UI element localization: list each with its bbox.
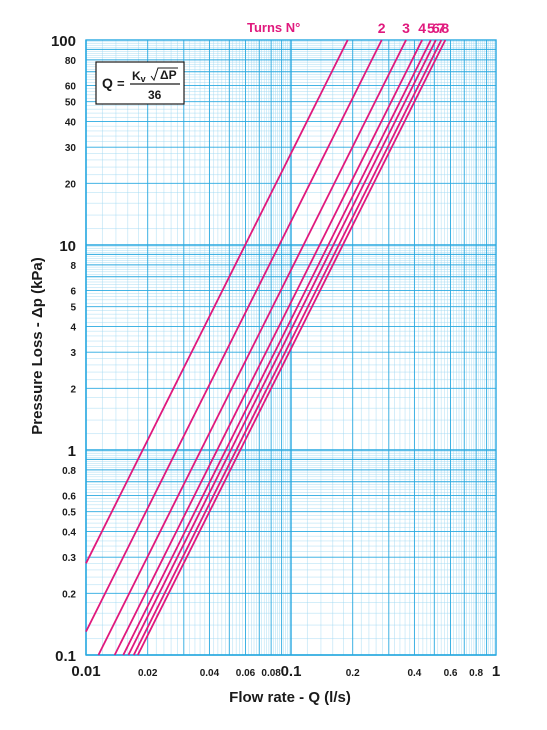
y-axis-title: Pressure Loss - Δp (kPa) [29, 257, 46, 435]
series-line-turn-7 [132, 39, 443, 656]
formula-box: Q = Kv ΔP 36 [95, 61, 185, 105]
y-tick-label: 60 [65, 81, 77, 92]
series-line-turn-8 [137, 39, 447, 656]
formula-kv-letter: K [132, 69, 141, 83]
x-tick-label: 0.01 [71, 663, 100, 680]
turn-label-7: 7 [437, 20, 445, 36]
y-tick-label: 5 [70, 303, 76, 314]
y-tick-label: 100 [51, 33, 76, 50]
y-tick-label: 4 [70, 323, 76, 334]
x-tick-label: 0.2 [346, 668, 360, 679]
series-line-turn-5 [122, 39, 432, 656]
x-tick-label: 0.06 [236, 668, 256, 679]
turn-label-8: 8 [441, 20, 449, 36]
y-tick-label: 2 [70, 384, 76, 395]
plot-area-frame [85, 39, 497, 656]
series-lines [85, 39, 447, 656]
formula-box-frame [95, 61, 185, 105]
y-tick-label: 0.1 [55, 648, 76, 665]
x-tick-label: 0.1 [281, 663, 302, 680]
y-tick-label: 80 [65, 56, 77, 67]
y-tick-label: 20 [65, 179, 77, 190]
y-axis-ticks: 0.1 0.2 0.3 0.4 0.5 0.6 0.8 1 2 3 4 5 6 8 10 20 30 40 50 60… [51, 33, 76, 665]
x-tick-label: 0.6 [444, 668, 458, 679]
y-tick-label: 0.5 [62, 508, 76, 519]
turns-label: Turns N° [247, 20, 300, 35]
x-tick-label: 0.02 [138, 668, 158, 679]
formula-equals: = [117, 76, 125, 91]
y-tick-label: 0.8 [62, 466, 76, 477]
formula-delta-p: ΔP [160, 68, 177, 82]
y-tick-label: 3 [70, 348, 76, 359]
turn-label-3: 3 [402, 20, 410, 36]
y-tick-label: 0.4 [62, 528, 76, 539]
x-axis-ticks: 0.01 0.02 0.04 0.06 0.08 0.1 0.2 0.4 0.6 0.8 1 [71, 663, 500, 680]
formula-lhs: Q [102, 75, 113, 91]
y-tick-label: 6 [70, 286, 76, 297]
turn-label-4: 4 [418, 20, 426, 36]
y-tick-label: 40 [65, 118, 77, 129]
sqrt-symbol [150, 67, 178, 82]
y-tick-label: 0.6 [62, 491, 76, 502]
y-tick-label: 30 [65, 143, 77, 154]
turn-label-2: 2 [378, 20, 386, 36]
series-line-turn-4 [113, 39, 423, 656]
y-tick-label: 0.3 [62, 553, 76, 564]
formula-kv-subscript: v [141, 74, 146, 84]
y-tick-label: 8 [70, 261, 76, 272]
turn-label-5: 5 [427, 20, 435, 36]
series-line-turn-1 [85, 39, 349, 564]
formula-kv: Kv [132, 69, 146, 84]
series-line-turn-6 [127, 39, 437, 656]
y-tick-label: 10 [59, 238, 76, 255]
turn-label-6: 6 [432, 20, 440, 36]
x-tick-label: 1 [492, 663, 500, 680]
y-tick-label: 1 [68, 443, 76, 460]
major-grid [85, 39, 497, 656]
x-tick-label: 0.8 [469, 668, 483, 679]
x-tick-label: 0.04 [200, 668, 220, 679]
series-line-turn-3 [97, 39, 407, 656]
y-tick-label: 50 [65, 98, 77, 109]
series-line-turn-2 [85, 39, 383, 633]
y-tick-label: 0.2 [62, 589, 76, 600]
formula-denominator: 36 [148, 88, 162, 102]
x-tick-label: 0.08 [261, 668, 281, 679]
x-tick-label: 0.4 [407, 668, 421, 679]
x-axis-title: Flow rate - Q (l/s) [229, 689, 351, 706]
